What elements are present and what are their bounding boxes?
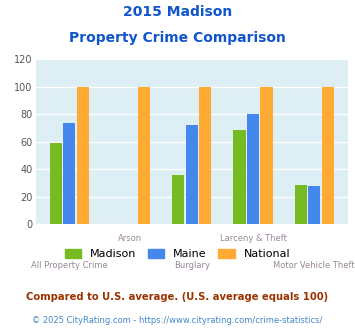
Text: Compared to U.S. average. (U.S. average equals 100): Compared to U.S. average. (U.S. average … [26, 292, 329, 302]
Bar [172, 175, 184, 224]
Bar [233, 129, 246, 224]
Bar [199, 87, 211, 224]
Text: Property Crime Comparison: Property Crime Comparison [69, 31, 286, 45]
Text: 2015 Madison: 2015 Madison [123, 5, 232, 19]
Text: Burglary: Burglary [174, 261, 210, 270]
Text: Larceny & Theft: Larceny & Theft [219, 234, 286, 243]
Bar [63, 123, 75, 224]
Text: All Property Crime: All Property Crime [31, 261, 108, 270]
Bar [295, 184, 307, 224]
Bar [308, 186, 320, 224]
Bar [322, 87, 334, 224]
Bar [186, 125, 198, 224]
Bar [50, 143, 62, 224]
Text: Motor Vehicle Theft: Motor Vehicle Theft [273, 261, 355, 270]
Bar [138, 87, 150, 224]
Bar [77, 87, 89, 224]
Bar [260, 87, 273, 224]
Text: Arson: Arson [118, 234, 142, 243]
Text: © 2025 CityRating.com - https://www.cityrating.com/crime-statistics/: © 2025 CityRating.com - https://www.city… [32, 316, 323, 325]
Legend: Madison, Maine, National: Madison, Maine, National [60, 244, 295, 263]
Bar [247, 115, 259, 224]
